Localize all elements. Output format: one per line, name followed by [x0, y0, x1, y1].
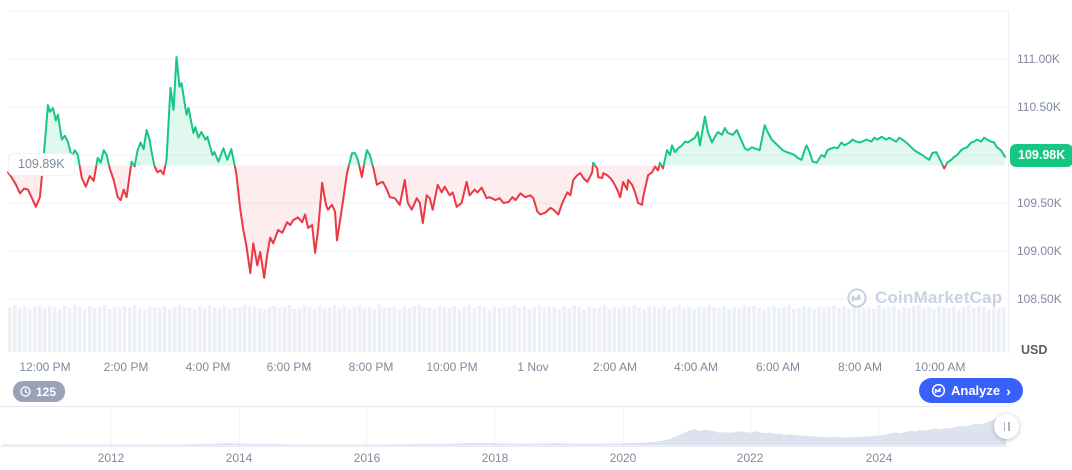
navigator-year-tick: 2022: [736, 451, 764, 465]
coinmarketcap-logo-icon: [847, 288, 867, 308]
navigator-year-tick: 2018: [481, 451, 509, 465]
coinmarketcap-logo-icon: [931, 383, 946, 398]
navigator-year-tick: 2014: [225, 451, 253, 465]
y-axis-tick: 109.00K: [1017, 244, 1062, 258]
y-axis-tick: 108.50K: [1017, 292, 1062, 306]
navigator-year-tick: 2016: [353, 451, 381, 465]
watchers-count-pill[interactable]: 125: [13, 381, 66, 402]
analyze-button[interactable]: Analyze ›: [919, 378, 1023, 403]
y-axis-tick: 110.50K: [1017, 100, 1061, 114]
history-clock-icon: [20, 386, 31, 397]
live-price-badge: 109.98K: [1010, 144, 1072, 167]
x-axis-tick: 4:00 PM: [185, 360, 231, 374]
watchers-count: 125: [36, 384, 57, 399]
x-axis-tick: 1 Nov: [517, 360, 549, 374]
x-axis-tick: 6:00 PM: [266, 360, 312, 374]
date-range-navigator[interactable]: [0, 406, 1010, 447]
x-axis-tick: 8:00 AM: [837, 360, 883, 374]
x-axis-tick: 10:00 AM: [914, 360, 966, 374]
y-axis-tick: 109.50K: [1017, 196, 1062, 210]
previous-close-label: 109.89K: [8, 153, 75, 176]
y-axis-tick: 111.00K: [1017, 52, 1060, 66]
x-axis-tick: 2:00 AM: [592, 360, 638, 374]
analyze-label: Analyze: [951, 383, 1001, 398]
currency-label: USD: [1021, 343, 1048, 357]
navigator-year-tick: 2024: [865, 451, 893, 465]
x-axis-tick: 12:00 PM: [19, 360, 71, 374]
watermark-text: CoinMarketCap: [875, 288, 1003, 307]
x-axis-tick: 4:00 AM: [673, 360, 719, 374]
x-axis-tick: 10:00 PM: [426, 360, 478, 374]
navigator-year-tick: 2020: [609, 451, 637, 465]
x-axis-tick: 8:00 PM: [348, 360, 394, 374]
navigator-resize-handle[interactable]: [994, 414, 1019, 439]
x-axis-tick: 6:00 AM: [755, 360, 801, 374]
chevron-right-icon: ›: [1006, 382, 1011, 399]
x-axis-tick: 2:00 PM: [103, 360, 149, 374]
coinmarketcap-watermark: CoinMarketCap: [846, 287, 1002, 309]
navigator-year-tick: 2012: [97, 451, 125, 465]
price-chart[interactable]: [0, 0, 1010, 356]
